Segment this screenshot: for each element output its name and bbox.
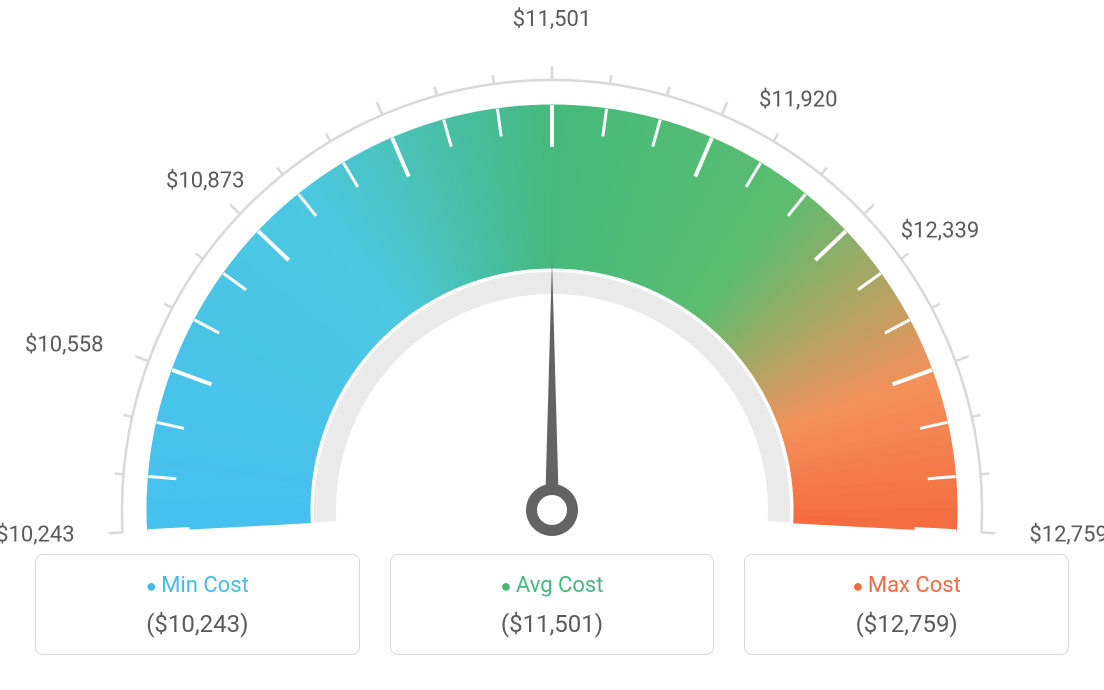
max-cost-value: ($12,759) [745,610,1068,638]
min-cost-label: Min Cost [36,573,359,598]
avg-cost-value: ($11,501) [391,610,714,638]
gauge-scale-label: $11,501 [513,7,592,32]
avg-cost-card: Avg Cost ($11,501) [390,554,715,655]
gauge-area: $10,243 $10,558 $10,873 $11,501 $11,920 $12,3… [0,0,1104,550]
gauge-needle [545,260,559,510]
gauge-scale-label: $10,243 [0,523,75,548]
gauge-scale-label: $10,558 [25,332,104,357]
gauge-scale-label: $10,873 [166,168,245,193]
avg-cost-label: Avg Cost [391,573,714,598]
max-cost-label: Max Cost [745,573,1068,598]
min-cost-card: Min Cost ($10,243) [35,554,360,655]
gauge-scale-label: $12,339 [901,218,980,243]
min-cost-value: ($10,243) [36,610,359,638]
gauge-scale-label: $11,920 [759,88,838,113]
gauge-scale-label: $12,759 [1029,523,1104,548]
max-cost-card: Max Cost ($12,759) [744,554,1069,655]
gauge-svg [0,0,1104,550]
summary-row: Min Cost ($10,243) Avg Cost ($11,501) Max Co… [35,554,1069,655]
cost-gauge-chart: $10,243 $10,558 $10,873 $11,501 $11,920 $12,3… [0,0,1104,690]
